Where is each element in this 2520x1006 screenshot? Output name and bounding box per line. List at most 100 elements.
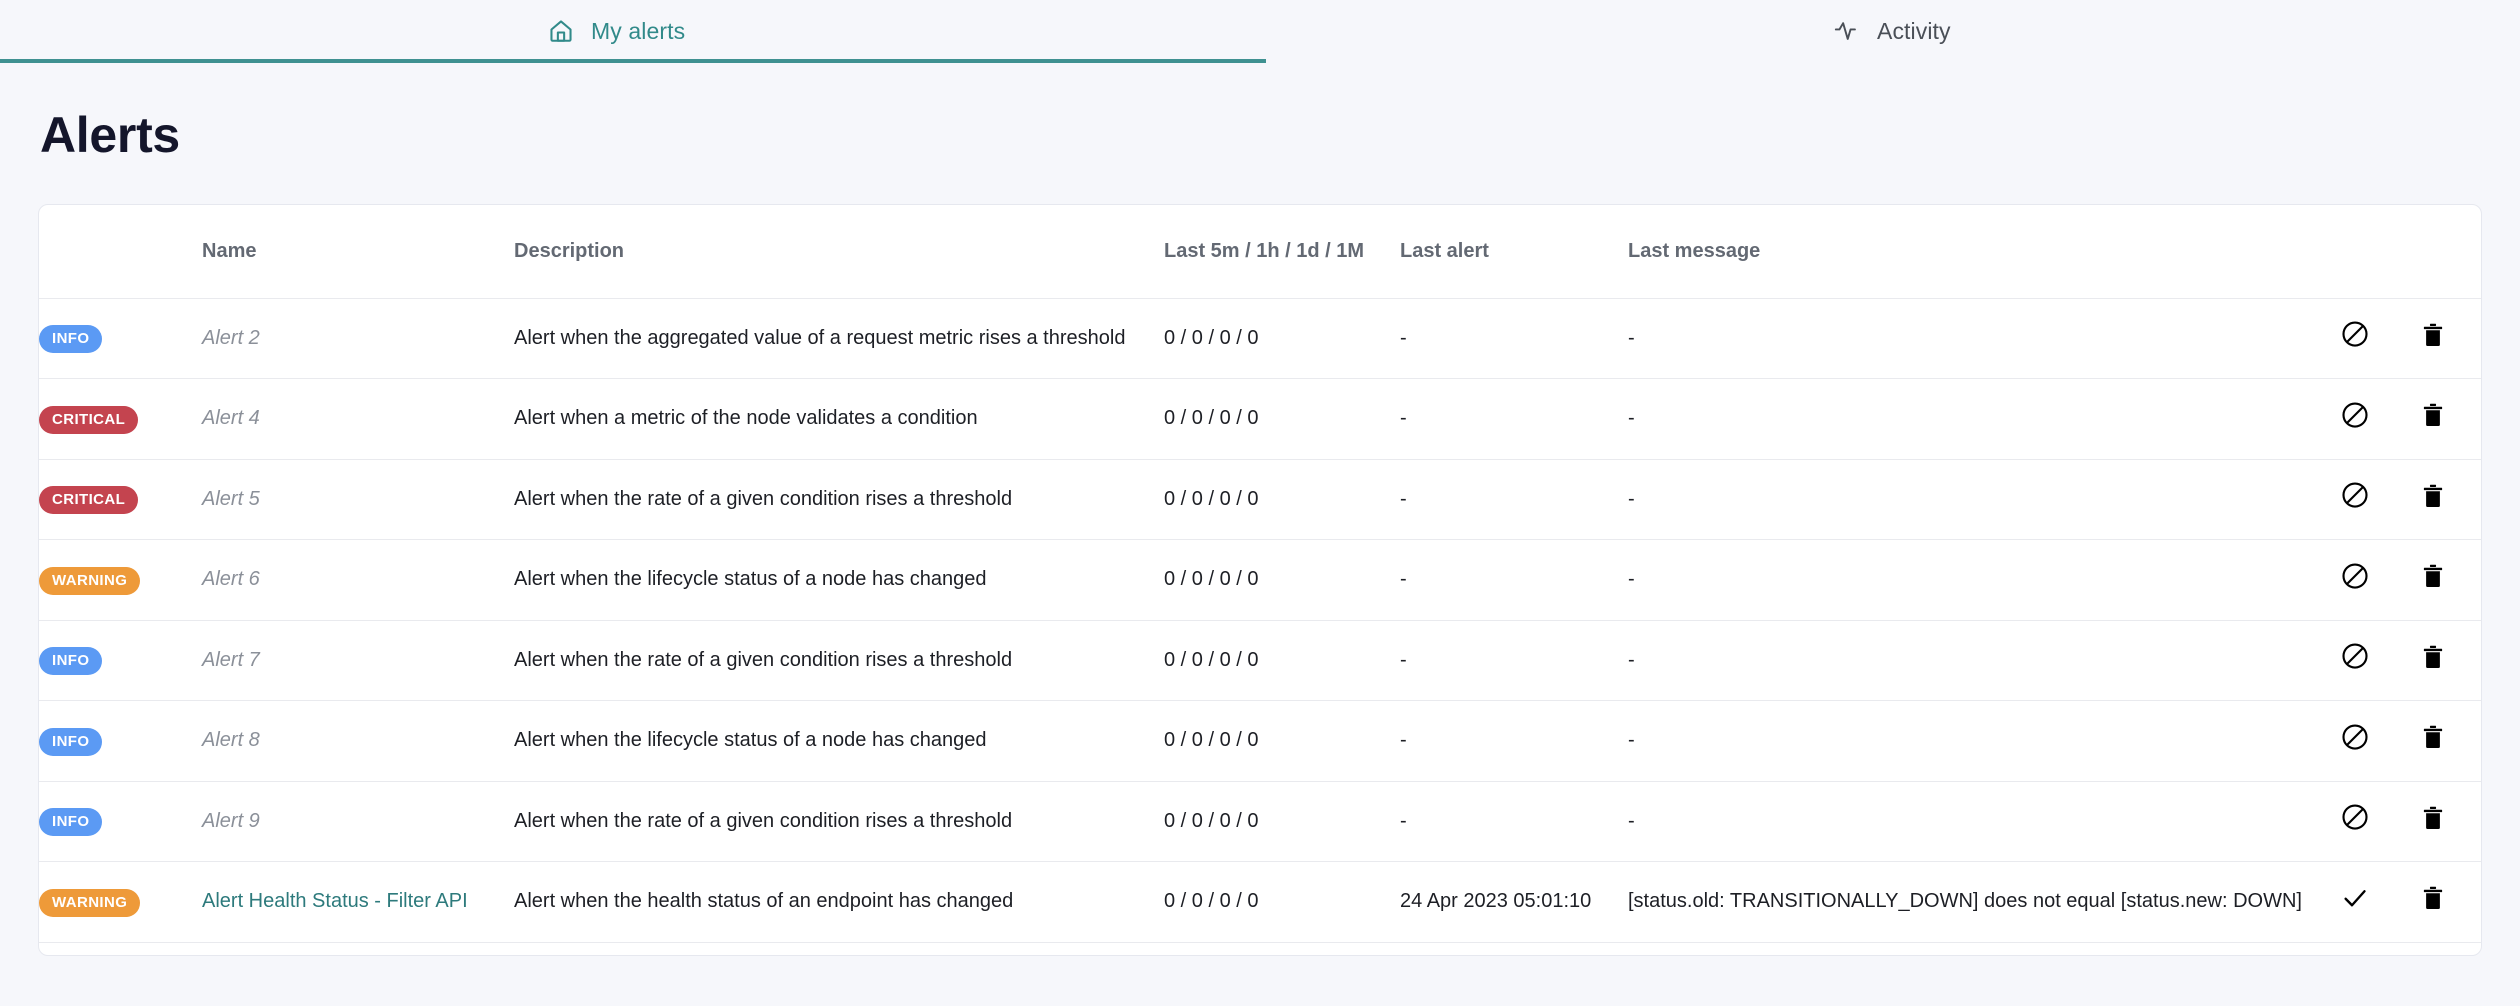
action-primary-cell: [2338, 862, 2416, 943]
ban-icon-button[interactable]: [2338, 399, 2372, 433]
alert-name-text: Alert 6: [202, 568, 260, 591]
ban-icon-button[interactable]: [2338, 560, 2372, 594]
severity-cell: INFO: [39, 781, 202, 862]
trash-icon: [2419, 643, 2447, 674]
last-message-cell: -: [1628, 540, 2338, 621]
action-delete-cell: [2416, 620, 2481, 701]
ban-icon-button[interactable]: [2338, 319, 2372, 353]
action-primary-cell: [2338, 942, 2416, 955]
column-header-action-delete: [2416, 205, 2481, 298]
description-cell: Alert when the lifecycle status of a nod…: [514, 540, 1164, 621]
name-cell: [Template] New alert: [202, 942, 514, 955]
trash-icon: [2419, 723, 2447, 754]
active-tab-underline: [0, 59, 1266, 63]
severity-cell: INFO: [39, 942, 202, 955]
status-badge: INFO: [39, 647, 103, 676]
counts-text: 0 / 0 / 0 / 0: [1164, 890, 1259, 913]
last-message-cell: -: [1628, 620, 2338, 701]
status-badge: WARNING: [39, 566, 141, 595]
description-text: Alert when the aggregated value of a req…: [514, 326, 1126, 349]
page-title: Alerts: [40, 107, 180, 163]
last-alert-text: -: [1400, 568, 1407, 591]
description-text: Alert when the lifecycle status of a nod…: [514, 729, 987, 752]
description-text: Alert when the rate of a given condition…: [514, 809, 1013, 832]
last-alert-text: -: [1400, 648, 1407, 671]
action-delete-cell: [2416, 459, 2481, 540]
delete-button[interactable]: [2416, 802, 2450, 836]
tab-my-alerts[interactable]: My alerts: [548, 0, 685, 62]
action-primary-cell: [2338, 298, 2416, 379]
alert-name-text: Alert 5: [202, 487, 260, 510]
name-cell: Alert 7: [202, 620, 514, 701]
description-cell: Alert when the health status of an endpo…: [514, 862, 1164, 943]
counts-cell: 0 / 0 / 0 / 0: [1164, 379, 1400, 460]
last-message-cell: -: [1628, 781, 2338, 862]
delete-button[interactable]: [2416, 883, 2450, 917]
action-delete-cell: [2416, 379, 2481, 460]
counts-cell: -: [1164, 942, 1400, 955]
column-header-severity: [39, 205, 202, 298]
counts-cell: 0 / 0 / 0 / 0: [1164, 540, 1400, 621]
action-delete-cell: [2416, 701, 2481, 782]
last-message-cell: [status.old: TRANSITIONALLY_DOWN] does n…: [1628, 862, 2338, 943]
trash-icon: [2419, 804, 2447, 835]
last-alert-cell: -: [1400, 459, 1628, 540]
alert-name-text: Alert 8: [202, 729, 260, 752]
delete-button[interactable]: [2416, 400, 2450, 434]
table-row: WARNING Alert Health Status - Filter API A…: [39, 861, 2481, 943]
name-cell: Alert 2: [202, 298, 514, 379]
last-message-text: -: [1628, 487, 1635, 510]
alerts-card: Name Description Last 5m / 1h / 1d / 1M …: [38, 204, 2482, 956]
action-primary-cell: [2338, 620, 2416, 701]
status-badge: INFO: [39, 808, 103, 837]
column-header-description: Description: [514, 239, 625, 262]
delete-button[interactable]: [2416, 722, 2450, 756]
column-header-name: Name: [202, 239, 257, 262]
description-cell: Alert when the lifecycle status of a nod…: [514, 701, 1164, 782]
ban-icon-button[interactable]: [2338, 480, 2372, 514]
column-header-last-alert: Last alert: [1400, 239, 1489, 262]
last-alert-cell: -: [1400, 379, 1628, 460]
description-text: Alert when the health status of an endpo…: [514, 890, 1014, 913]
counts-text: 0 / 0 / 0 / 0: [1164, 326, 1259, 349]
severity-cell: WARNING: [39, 540, 202, 621]
counts-text: 0 / 0 / 0 / 0: [1164, 729, 1259, 752]
table-header-row: Name Description Last 5m / 1h / 1d / 1M …: [39, 205, 2481, 298]
table-row: INFO Alert 9 Alert when the rate of a give…: [39, 781, 2481, 862]
last-alert-text: -: [1400, 729, 1407, 752]
last-message-text: -: [1628, 809, 1635, 832]
name-cell: Alert 6: [202, 540, 514, 621]
home-icon: [548, 18, 574, 44]
table-row: INFO Alert 8 Alert when the lifecycle stat…: [39, 700, 2481, 782]
name-cell: Alert Health Status - Filter API: [202, 862, 514, 943]
action-delete-cell: [2416, 298, 2481, 379]
ban-icon-button[interactable]: [2338, 641, 2372, 675]
ban-icon-button[interactable]: [2338, 721, 2372, 755]
last-message-text: -: [1628, 648, 1635, 671]
action-delete-cell: [2416, 540, 2481, 621]
tab-activity[interactable]: Activity: [1833, 0, 1951, 62]
table-row: INFO Alert 2 Alert when the aggregated val…: [39, 298, 2481, 379]
last-alert-text: -: [1400, 487, 1407, 510]
description-cell: Alert when a metric of the request valid…: [514, 942, 1164, 955]
action-primary-cell: [2338, 540, 2416, 621]
counts-cell: 0 / 0 / 0 / 0: [1164, 459, 1400, 540]
last-message-text: -: [1628, 568, 1635, 591]
alert-name-link[interactable]: Alert Health Status - Filter API: [202, 890, 468, 913]
ban-icon: [2340, 641, 2370, 674]
delete-button[interactable]: [2416, 641, 2450, 675]
delete-button[interactable]: [2416, 480, 2450, 514]
ban-icon: [2340, 400, 2370, 433]
counts-text: 0 / 0 / 0 / 0: [1164, 487, 1259, 510]
severity-cell: WARNING: [39, 862, 202, 943]
status-badge: WARNING: [39, 888, 141, 917]
delete-button[interactable]: [2416, 561, 2450, 595]
delete-button[interactable]: [2416, 319, 2450, 353]
check-icon-button[interactable]: [2338, 882, 2372, 916]
action-delete-cell: [2416, 862, 2481, 943]
counts-cell: 0 / 0 / 0 / 0: [1164, 620, 1400, 701]
severity-cell: CRITICAL: [39, 379, 202, 460]
ban-icon-button[interactable]: [2338, 802, 2372, 836]
table-row: INFO[Template] New alertAlert when a met…: [39, 942, 2481, 955]
trash-icon: [2419, 321, 2447, 352]
